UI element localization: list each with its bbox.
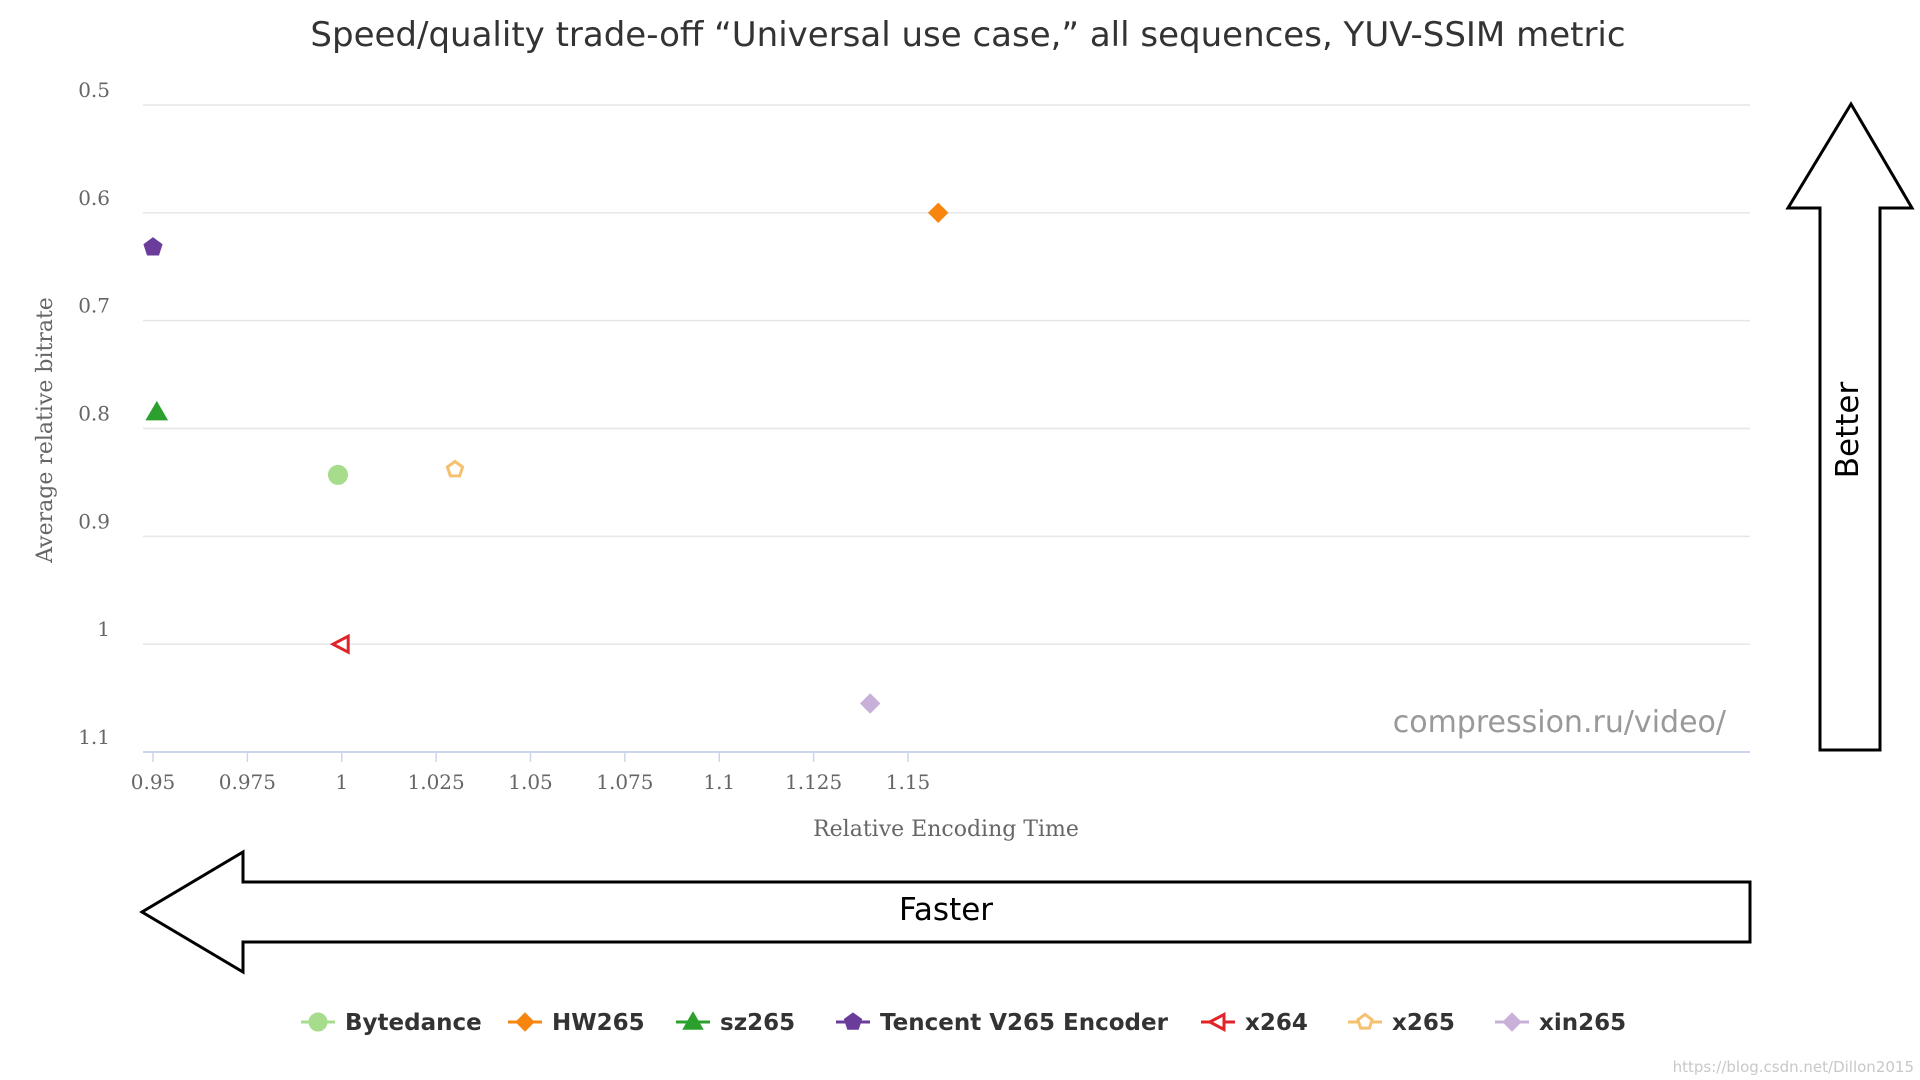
point-bytedance xyxy=(327,464,348,485)
x-axis-ticks: 0.95 0.975 1 1.025 1.05 1.075 1.1 1.125 1.15 xyxy=(131,752,931,794)
legend-label-hw265: HW265 xyxy=(552,1010,645,1036)
credit-text: https://blog.csdn.net/Dillon2015 xyxy=(1673,1058,1914,1076)
y-tick-label: 0.5 xyxy=(78,78,110,102)
faster-arrow: Faster xyxy=(139,849,1752,975)
legend-label-sz265: sz265 xyxy=(720,1010,795,1036)
y-axis-ticks: 0.5 0.6 0.7 0.8 0.9 1 1.1 xyxy=(78,78,110,749)
x-tick-label: 1.075 xyxy=(596,770,653,794)
x-tick-label: 1 xyxy=(335,770,348,794)
y-tick-label: 0.9 xyxy=(78,509,110,533)
legend-marker-tencent-v265-encoder xyxy=(843,1012,863,1030)
x-tick-label: 1.15 xyxy=(886,770,931,794)
data-points xyxy=(143,202,949,714)
x-axis-label: Relative Encoding Time xyxy=(813,817,1079,842)
y-tick-label: 0.6 xyxy=(78,186,110,210)
watermark: compression.ru/video/ xyxy=(1393,705,1727,740)
x-tick-label: 1.125 xyxy=(785,770,842,794)
x-tick-label: 1.05 xyxy=(508,770,553,794)
faster-label: Faster xyxy=(899,892,993,928)
y-tick-label: 0.7 xyxy=(78,294,110,318)
x-tick-label: 0.975 xyxy=(219,770,276,794)
legend-label-xin265: xin265 xyxy=(1539,1010,1626,1036)
legend-label-bytedance: Bytedance xyxy=(345,1010,482,1036)
y-tick-label: 1 xyxy=(97,617,110,641)
point-xin265 xyxy=(859,693,881,714)
point-tencent-v265-encoder xyxy=(143,237,163,256)
x-tick-label: 1.025 xyxy=(407,770,464,794)
y-axis-label: Average relative bitrate xyxy=(33,297,58,564)
point-x265 xyxy=(445,459,465,478)
legend-marker-bytedance xyxy=(308,1012,328,1032)
point-hw265 xyxy=(927,202,949,224)
y-tick-label: 1.1 xyxy=(78,725,110,749)
point-sz265 xyxy=(145,400,169,421)
x-tick-label: 1.1 xyxy=(703,770,735,794)
faster-arrow-shape xyxy=(139,849,1752,975)
legend-label-x264: x264 xyxy=(1245,1010,1308,1036)
gridlines xyxy=(143,104,1750,645)
better-label: Better xyxy=(1830,382,1866,479)
legend-marker-xin265 xyxy=(1502,1012,1522,1032)
better-arrow: Better xyxy=(1785,101,1915,752)
better-arrow-shape xyxy=(1785,101,1915,752)
legend: Bytedance HW265 sz265 Tencent V265 Encoder x… xyxy=(301,1010,1626,1036)
legend-marker-x264 xyxy=(1206,1012,1226,1032)
legend-label-x265: x265 xyxy=(1392,1010,1455,1036)
x-tick-label: 0.95 xyxy=(131,770,176,794)
legend-label-tencent-v265-encoder: Tencent V265 Encoder xyxy=(880,1010,1169,1036)
chart-title: Speed/quality trade-off “Universal use c… xyxy=(310,15,1625,55)
y-tick-label: 0.8 xyxy=(78,402,110,426)
point-x264 xyxy=(329,633,350,655)
legend-marker-sz265 xyxy=(682,1011,704,1030)
legend-marker-x265 xyxy=(1356,1012,1374,1030)
legend-marker-hw265 xyxy=(515,1012,535,1032)
